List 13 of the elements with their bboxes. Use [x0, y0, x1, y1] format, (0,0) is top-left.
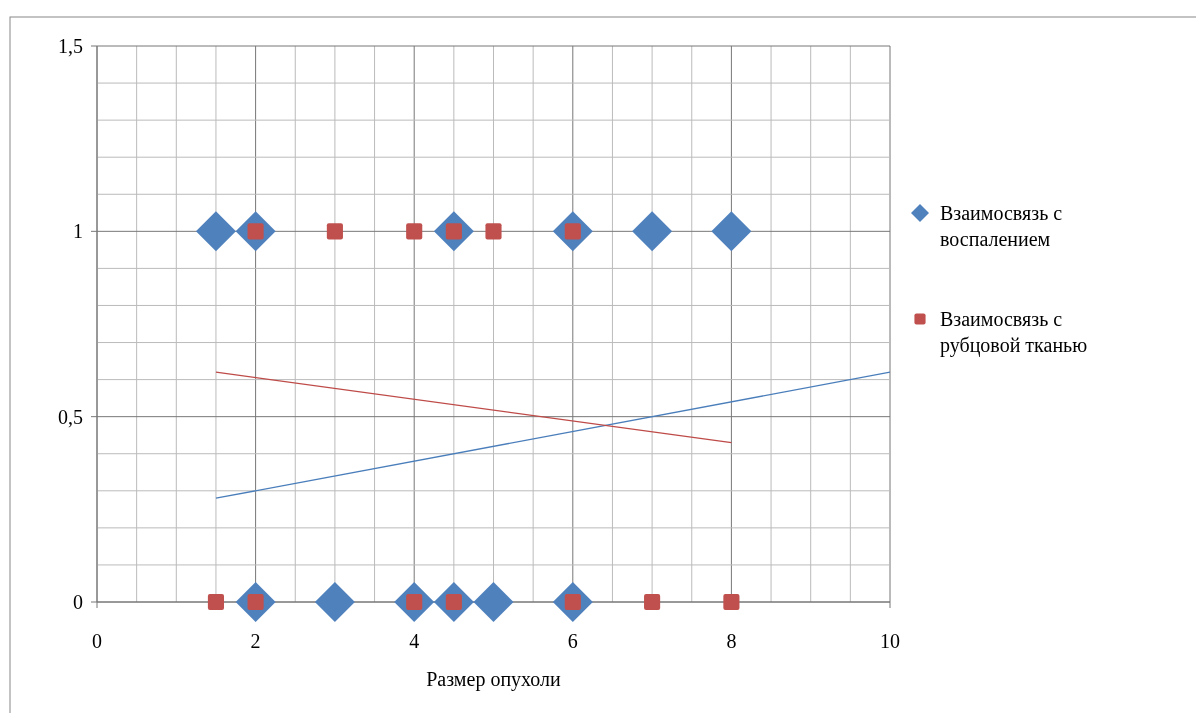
x-tick-label: 4	[409, 630, 420, 652]
y-tick-label: 1,5	[58, 35, 83, 57]
x-tick-label: 6	[567, 630, 578, 652]
x-tick-label: 0	[92, 630, 102, 652]
x-axis-title: Размер опухоли	[426, 668, 562, 691]
x-tick-label: 8	[726, 630, 737, 652]
legend-label: Взаимосвязь с рубцовой тканью	[940, 308, 1088, 357]
legend-label: Взаимосвязь с воспалением	[940, 202, 1063, 250]
y-tick-label: 0	[73, 591, 83, 613]
y-tick-label: 0,5	[58, 405, 83, 428]
x-tick-label: 10	[880, 630, 900, 652]
x-tick-label: 2	[250, 630, 261, 652]
y-tick-label: 1	[73, 220, 83, 243]
